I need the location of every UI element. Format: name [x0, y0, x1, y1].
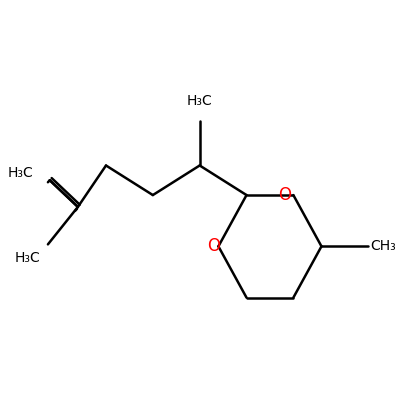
Text: CH₃: CH₃ — [370, 239, 396, 253]
Text: H₃C: H₃C — [8, 166, 34, 180]
Text: O: O — [207, 237, 220, 255]
Text: H₃C: H₃C — [15, 251, 40, 265]
Text: O: O — [278, 186, 292, 204]
Text: H₃C: H₃C — [187, 94, 212, 108]
